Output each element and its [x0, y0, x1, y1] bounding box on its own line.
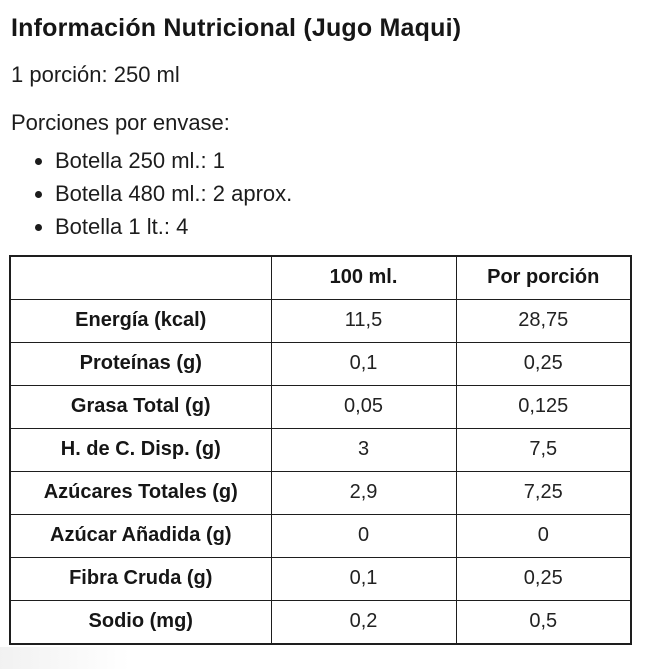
table-row: Sodio (mg) 0,2 0,5 — [9, 599, 632, 645]
list-item-bottle-480ml: Botella 480 ml.: 2 aprox. — [55, 177, 645, 210]
header-cell-100ml: 100 ml. — [270, 255, 457, 300]
list-item-bottle-1lt: Botella 1 lt.: 4 — [55, 210, 645, 243]
row-label: Grasa Total (g) — [9, 384, 272, 429]
table-header-row: 100 ml. Por porción — [9, 255, 632, 300]
serving-size-text: 1 porción: 250 ml — [11, 62, 180, 87]
page-title: Información Nutricional (Jugo Maqui) — [11, 14, 462, 42]
row-value-portion: 7,25 — [455, 470, 632, 515]
table-row: Proteínas (g) 0,1 0,25 — [9, 341, 632, 386]
row-value-100ml: 0 — [270, 513, 457, 558]
row-value-portion: 28,75 — [455, 298, 632, 343]
row-label: Proteínas (g) — [9, 341, 272, 386]
row-value-100ml: 0,05 — [270, 384, 457, 429]
table-row: Azúcares Totales (g) 2,9 7,25 — [9, 470, 632, 515]
table-row: Azúcar Añadida (g) 0 0 — [9, 513, 632, 558]
table-row: Energía (kcal) 11,5 28,75 — [9, 298, 632, 343]
header-cell-empty — [9, 255, 272, 300]
list-item-bottle-250ml: Botella 250 ml.: 1 — [55, 144, 645, 177]
row-value-100ml: 0,1 — [270, 341, 457, 386]
row-value-100ml: 2,9 — [270, 470, 457, 515]
row-label: Fibra Cruda (g) — [9, 556, 272, 601]
nutrition-table: 100 ml. Por porción Energía (kcal) 11,5 28… — [9, 254, 632, 645]
row-value-portion: 0,5 — [455, 599, 632, 645]
table-row: H. de C. Disp. (g) 3 7,5 — [9, 427, 632, 472]
nutrition-label: Información Nutricional (Jugo Maqui) 1 p… — [0, 0, 645, 645]
bottom-left-shadow-artifact — [0, 647, 130, 669]
row-value-100ml: 11,5 — [270, 298, 457, 343]
servings-list: Botella 250 ml.: 1 Botella 480 ml.: 2 ap… — [11, 144, 645, 243]
row-value-portion: 0,125 — [455, 384, 632, 429]
row-value-portion: 0,25 — [455, 556, 632, 601]
row-label: Azúcar Añadida (g) — [9, 513, 272, 558]
row-label: Energía (kcal) — [9, 298, 272, 343]
table-row: Fibra Cruda (g) 0,1 0,25 — [9, 556, 632, 601]
row-value-portion: 0 — [455, 513, 632, 558]
row-value-100ml: 0,2 — [270, 599, 457, 645]
nutrition-table-body: Energía (kcal) 11,5 28,75 Proteínas (g) 0,1 0… — [9, 298, 632, 645]
servings-per-container-heading: Porciones por envase: — [11, 110, 230, 136]
row-label: H. de C. Disp. (g) — [9, 427, 272, 472]
row-value-portion: 7,5 — [455, 427, 632, 472]
row-label: Sodio (mg) — [9, 599, 272, 645]
row-label: Azúcares Totales (g) — [9, 470, 272, 515]
table-row: Grasa Total (g) 0,05 0,125 — [9, 384, 632, 429]
row-value-100ml: 3 — [270, 427, 457, 472]
row-value-100ml: 0,1 — [270, 556, 457, 601]
row-value-portion: 0,25 — [455, 341, 632, 386]
header-cell-per-portion: Por porción — [455, 255, 632, 300]
